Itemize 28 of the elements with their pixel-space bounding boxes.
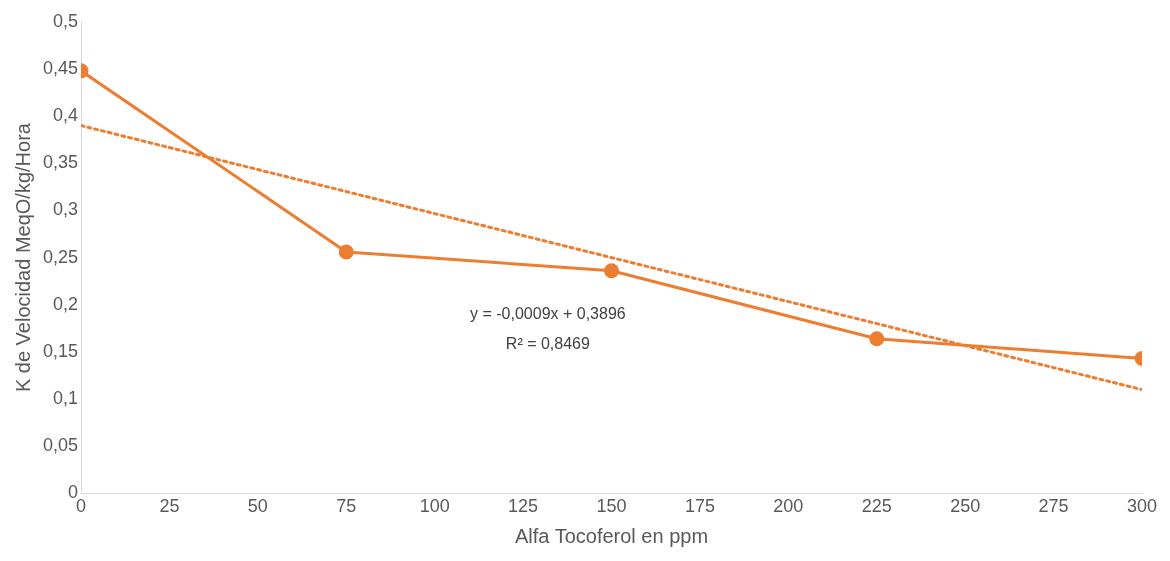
x-tick-label: 200	[773, 496, 804, 517]
x-tick-label: 250	[950, 496, 981, 517]
x-tick-label: 150	[596, 496, 627, 517]
x-tick-label: 125	[508, 496, 539, 517]
y-tick-label: 0,35	[42, 152, 79, 173]
x-tick-label: 300	[1126, 496, 1158, 517]
x-tick-label: 100	[419, 496, 450, 517]
x-tick-label: 25	[159, 496, 180, 517]
x-tick-label: 175	[684, 496, 715, 517]
y-tick-label: 0,05	[42, 435, 79, 456]
y-tick-label: 0,45	[42, 57, 79, 78]
x-tick-label: 75	[336, 496, 357, 517]
y-tick-label: 0,2	[53, 293, 79, 314]
point	[604, 263, 620, 279]
x-axis-title: Alfa Tocoferol en ppm	[514, 524, 709, 547]
x-tick-label: 275	[1038, 496, 1069, 517]
y-tick-label: 0,25	[42, 246, 79, 267]
annotation: y = -0,0009x + 0,3896	[470, 304, 626, 322]
y-tick-label: 0,15	[42, 340, 79, 361]
point	[869, 331, 885, 347]
x-tick-label: 225	[861, 496, 892, 517]
y-tick-label: 0,5	[53, 10, 79, 31]
y-tick-label: 0,4	[53, 105, 79, 126]
y-axis-title: K de Velocidad MeqO/kg/Hora	[11, 122, 34, 393]
annotation: R² = 0,8469	[505, 334, 590, 352]
y-tick-label: 0,1	[53, 388, 79, 409]
x-tick-label: 50	[247, 496, 268, 517]
y-tick-label: 0,3	[53, 199, 79, 220]
